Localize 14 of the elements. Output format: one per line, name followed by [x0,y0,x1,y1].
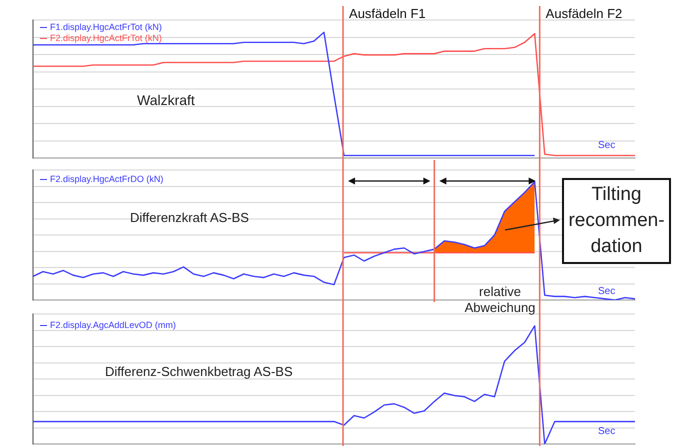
x-axis-title: Sec [598,140,616,151]
legend-label: F2.display.HgcActFrTot (kN) [50,33,162,44]
annotation: Walzkraft [137,92,195,108]
annotation: Tilting recommen-dation [562,178,671,264]
annotation: relative Abweichung [464,284,536,316]
annotation: Differenz-Schwenkbetrag AS-BS [105,364,293,380]
legend-label: F2.display.AgcAddLevOD (mm) [50,320,176,331]
legend-label: F1.display.HgcActFrTot (kN) [50,22,162,33]
text: Ausfädeln F2 [546,6,622,22]
legend-label: F2.display.HgcActFrDO (kN) [50,174,164,185]
x-axis-title: Sec [598,286,616,297]
x-axis-title: Sec [598,426,616,437]
annotation: Differenzkraft AS-BS [130,210,249,226]
text: Ausfädeln F1 [349,6,426,22]
